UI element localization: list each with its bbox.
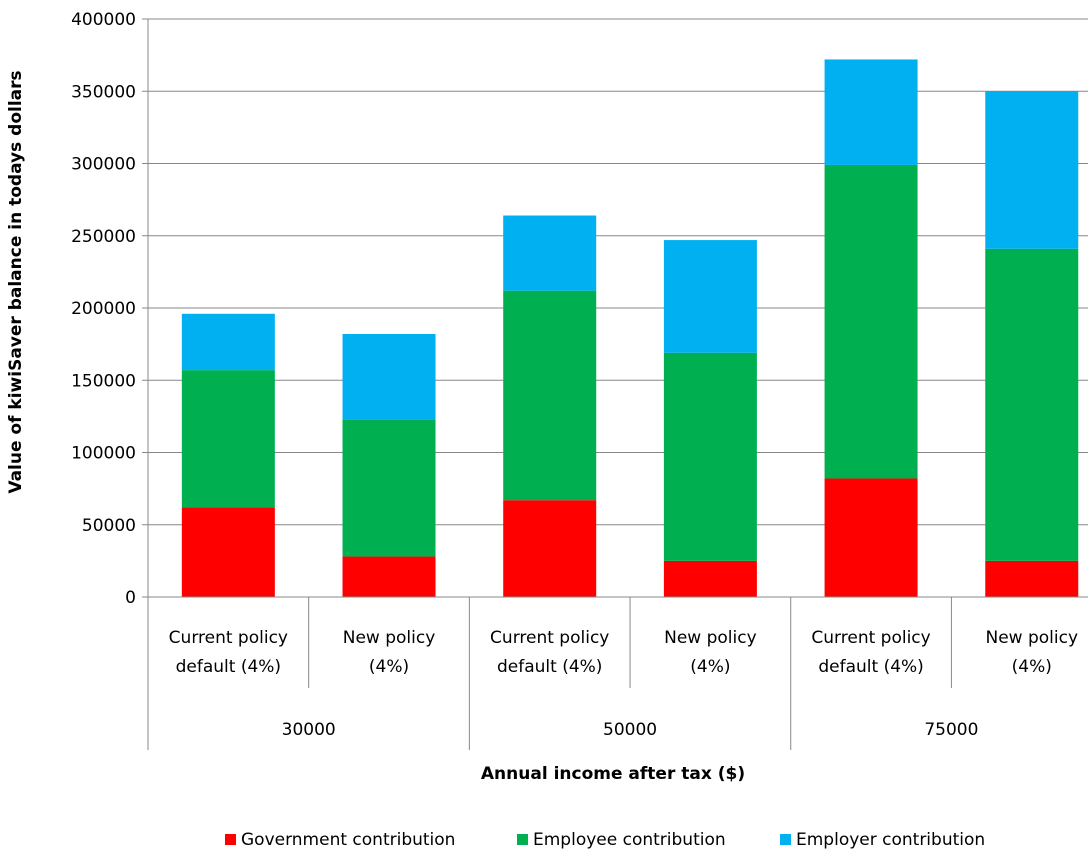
bar-segment — [985, 91, 1079, 249]
x-category-label: New policy — [664, 628, 757, 648]
bar-segment — [824, 164, 918, 479]
x-category-label: (4%) — [369, 657, 409, 677]
y-tick-label: 350000 — [71, 82, 136, 102]
x-category-label: (4%) — [690, 657, 730, 677]
axes — [142, 18, 1088, 750]
x-category-label: (4%) — [1012, 657, 1052, 677]
legend-label: Government contribution — [241, 830, 455, 850]
gridlines — [148, 18, 1088, 526]
x-group-labels: 30000 50000 75000 — [282, 720, 979, 740]
bar-segment — [181, 313, 275, 371]
x-category-label: Current policy — [169, 628, 288, 648]
y-tick-label: 300000 — [71, 155, 136, 175]
x-category-label: default (4%) — [818, 657, 923, 677]
bar-segment — [342, 419, 436, 557]
x-category-label: default (4%) — [497, 657, 602, 677]
y-tick-labels: 0 50000 100000 150000 200000 250000 300000 3500… — [71, 10, 136, 608]
x-category-label: New policy — [343, 628, 436, 648]
bar-segment — [503, 290, 597, 501]
bar-segment — [503, 500, 597, 597]
bar-segment — [663, 352, 757, 561]
x-category-label: Current policy — [490, 628, 609, 648]
bar-segment — [342, 556, 436, 597]
legend-swatch — [225, 834, 236, 845]
y-tick-label: 150000 — [71, 371, 136, 391]
legend-label: Employer contribution — [796, 830, 985, 850]
y-tick-label: 250000 — [71, 227, 136, 247]
x-group-label: 75000 — [924, 720, 978, 740]
x-category-labels: Current policy default (4%) New policy (4%)… — [169, 628, 1078, 677]
bar-segment — [342, 334, 436, 420]
x-group-label: 50000 — [603, 720, 657, 740]
bar-segment — [824, 59, 918, 165]
bars — [181, 59, 1079, 597]
bar-segment — [663, 240, 757, 353]
bar-segment — [181, 370, 275, 508]
legend-swatch — [517, 834, 528, 845]
legend-swatch — [780, 834, 791, 845]
y-tick-label: 200000 — [71, 299, 136, 319]
x-category-label: Current policy — [811, 628, 930, 648]
y-tick-label: 400000 — [71, 10, 136, 30]
legend-label: Employee contribution — [533, 830, 726, 850]
y-tick-label: 50000 — [82, 516, 136, 536]
y-axis-title: Value of kiwiSaver balance in todays dol… — [6, 70, 26, 493]
x-group-label: 30000 — [282, 720, 336, 740]
bar-segment — [663, 560, 757, 597]
x-category-label: New policy — [985, 628, 1078, 648]
x-axis-title: Annual income after tax ($) — [481, 764, 745, 784]
x-category-label: default (4%) — [176, 657, 281, 677]
bar-segment — [985, 248, 1079, 561]
y-tick-label: 100000 — [71, 444, 136, 464]
bar-segment — [824, 478, 918, 597]
legend: Government contribution Employee contribu… — [225, 830, 985, 850]
bar-segment — [985, 560, 1079, 597]
bar-segment — [503, 215, 597, 291]
bar-segment — [181, 507, 275, 597]
y-tick-label: 0 — [125, 588, 136, 608]
